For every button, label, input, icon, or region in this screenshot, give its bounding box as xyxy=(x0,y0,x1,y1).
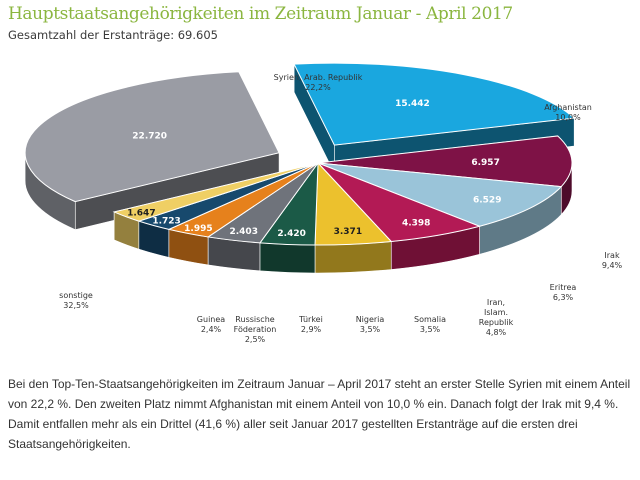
slice-afghanistan xyxy=(317,135,573,188)
value-label-afghanistan: 6.957 xyxy=(471,158,499,168)
value-label-tuerkei: 1.995 xyxy=(184,224,212,234)
value-label-eritrea: 4.398 xyxy=(402,218,430,228)
chart-caption: Bei den Top-Ten-Staatsangehörigkeiten im… xyxy=(8,377,631,451)
category-label-irak: Irak 9,4% xyxy=(602,251,623,270)
chart-subtitle: Gesamtzahl der Erstanträge: 69.605 xyxy=(8,28,218,42)
value-label-russland: 1.723 xyxy=(152,216,180,226)
category-label-eritrea: Eritrea 6,3% xyxy=(550,283,577,302)
category-label-sonstige: sonstige 32,5% xyxy=(59,291,93,310)
category-label-somalia: Somalia 3,5% xyxy=(414,315,446,334)
value-label-somalia: 2.420 xyxy=(277,229,305,239)
chart-title: Hauptstaatsangehörigkeiten im Zeitraum J… xyxy=(8,4,513,24)
slice-irak xyxy=(317,162,563,227)
slice-guinea xyxy=(112,162,319,222)
value-label-irak: 6.529 xyxy=(473,195,501,205)
value-label-syrien: 15.442 xyxy=(395,99,430,109)
slice-syrien xyxy=(293,62,576,146)
category-label-afghanistan: Afghanistan 10,0% xyxy=(544,103,592,122)
category-label-syrien: Syrien, Arab. Republik 22,2% xyxy=(274,73,363,92)
category-label-guinea: Guinea 2,4% xyxy=(197,315,225,334)
value-label-guinea: 1.647 xyxy=(127,208,155,218)
exploded-pie-chart: 15.442 6.957 6.529 4.398 3.371 2.420 2.403 1.99… xyxy=(24,62,623,344)
slice-side-somalia xyxy=(259,242,316,274)
value-label-nigeria: 2.403 xyxy=(229,227,257,237)
value-label-iran: 3.371 xyxy=(334,227,362,237)
slice-side-iran xyxy=(314,241,392,274)
slice-sonstige xyxy=(24,71,280,203)
category-label-russland: Russische Föderation 2,5% xyxy=(234,315,277,344)
category-label-iran: Iran, Islam. Republik 4,8% xyxy=(479,298,514,337)
category-label-tuerkei: Türkei 2,9% xyxy=(298,315,323,334)
category-label-nigeria: Nigeria 3,5% xyxy=(356,315,385,334)
value-label-sonstige: 22.720 xyxy=(132,132,167,142)
